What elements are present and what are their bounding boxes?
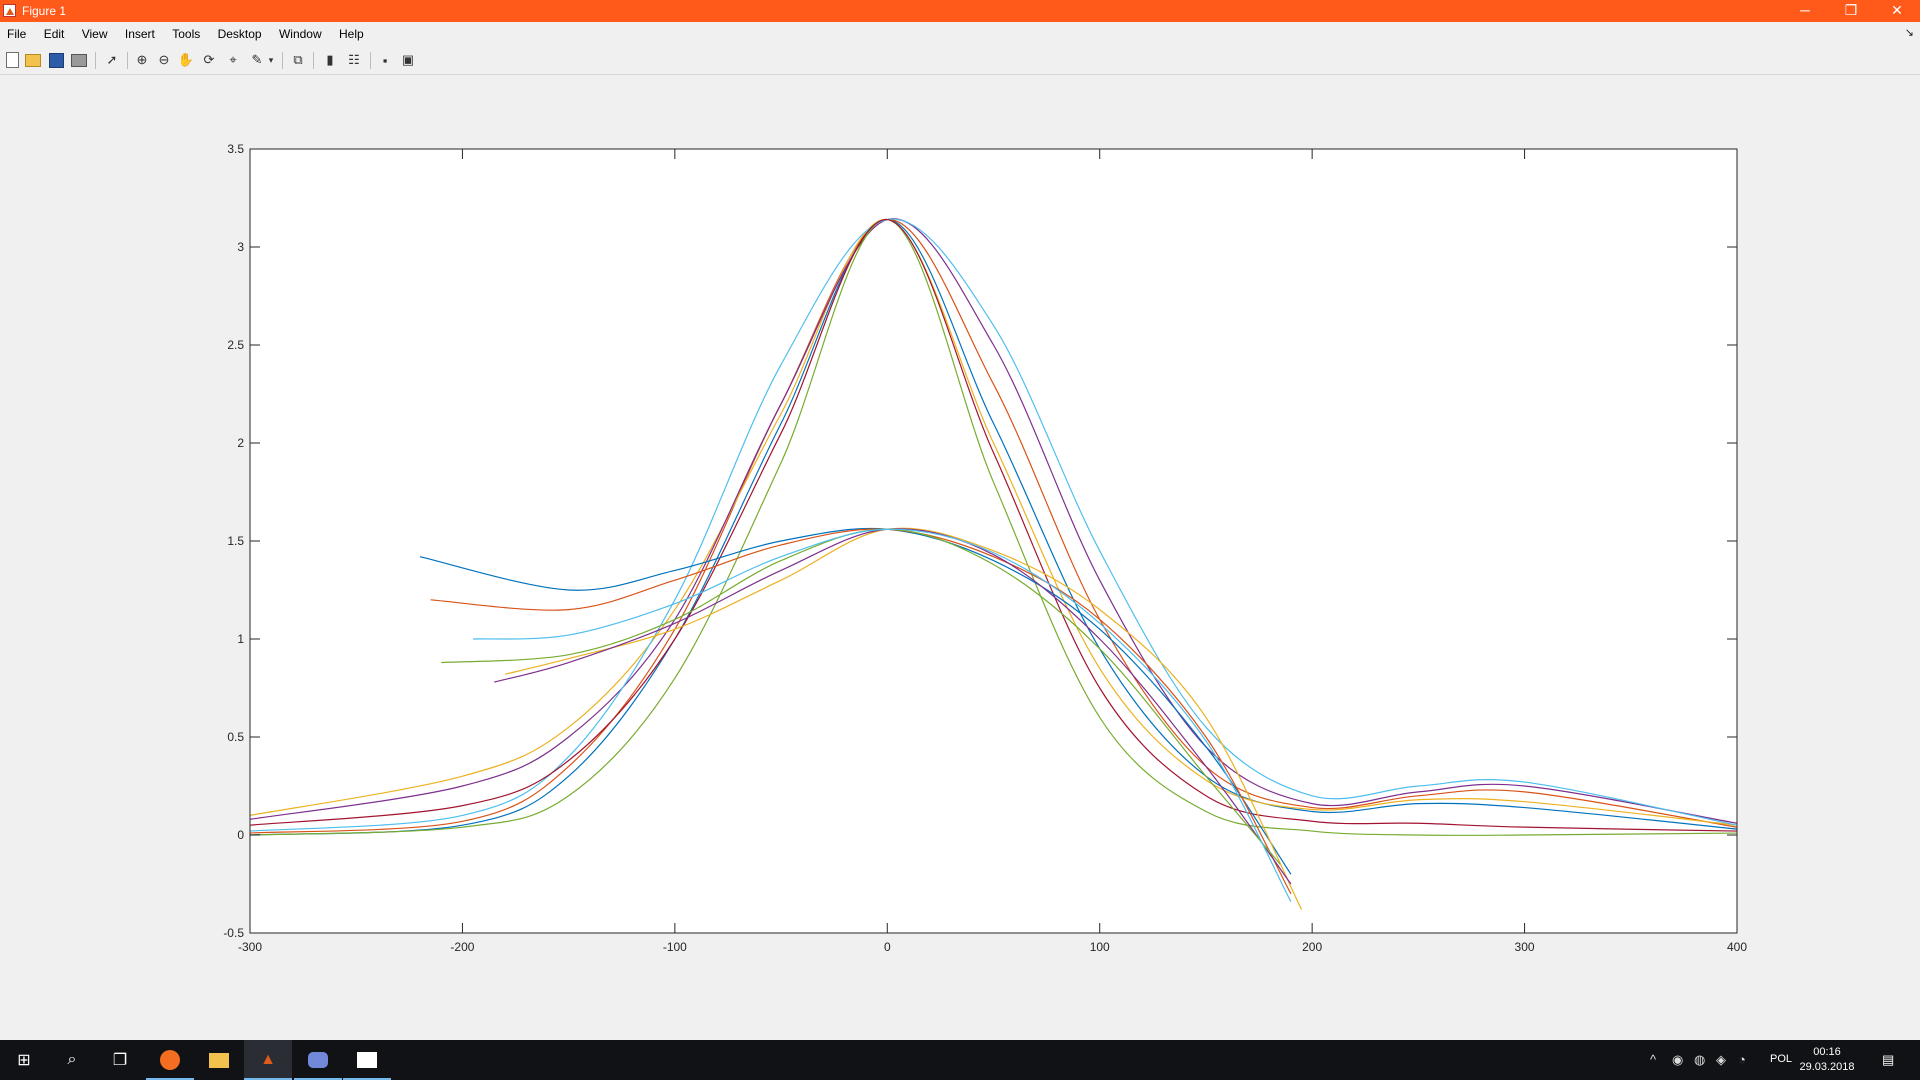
insert-legend-icon[interactable]: ☷ [348,52,360,67]
toolbar-separator [95,52,96,69]
x-tick-label: -300 [238,940,262,954]
y-tick-label: 0 [237,828,244,842]
save-icon[interactable] [47,51,65,69]
menu-desktop[interactable]: Desktop [217,27,262,41]
menu-help[interactable]: Help [338,27,364,41]
zoom-in-icon[interactable]: ⊕ [136,52,148,67]
file-explorer-icon[interactable] [195,1040,243,1080]
series-line-5 [250,218,1737,832]
notifications-icon[interactable]: ▤ [1882,1052,1895,1067]
menu-tools[interactable]: Tools [172,27,201,41]
minimize-button[interactable]: ─ [1800,2,1810,18]
x-tick-label: 200 [1302,940,1322,954]
x-tick-label: 100 [1090,940,1110,954]
brush-icon[interactable]: ✎ [251,52,263,67]
photos-icon[interactable] [343,1040,391,1080]
rotate-3d-icon[interactable]: ⟳ [203,52,215,67]
task-view-icon[interactable]: ❐ [112,1052,128,1069]
dock-figure-icon[interactable]: ↘ [1904,27,1914,39]
series-line-10 [494,528,1292,885]
discord-tray-icon[interactable]: ◉ [1672,1052,1684,1067]
x-tick-label: -100 [663,940,687,954]
menu-insert[interactable]: Insert [124,27,155,41]
clock-time: 00:16 [1813,1046,1841,1058]
y-tick-label: 3 [237,240,244,254]
menu-window[interactable]: Window [278,27,322,41]
menu-view[interactable]: View [81,27,108,41]
y-tick-label: 2 [237,436,244,450]
restore-button[interactable]: ❐ [1844,2,1858,18]
start-icon[interactable]: ⊞ [17,1052,31,1069]
data-cursor-icon[interactable]: ⌖ [229,52,237,67]
window-title: Figure 1 [22,4,67,18]
series-line-12 [473,528,1292,902]
new-figure-icon[interactable] [3,51,21,69]
series-line-9 [504,527,1303,910]
series-line-4 [250,218,1737,836]
zoom-out-icon[interactable]: ⊖ [158,52,170,67]
hide-plot-tools-icon[interactable]: ▪ [382,52,388,68]
edit-plot-arrow-icon[interactable]: ➚ [106,52,118,67]
toolbar-separator [313,52,314,69]
series-line-1 [250,218,1737,834]
open-file-icon[interactable] [24,51,42,69]
pan-hand-icon[interactable]: ✋ [177,52,195,67]
network-icon[interactable]: ◔ [1738,1052,1746,1067]
toolbar-separator [282,52,283,69]
axes-background [250,149,1737,933]
y-tick-label: 1.5 [227,534,244,548]
input-language[interactable]: POL [1770,1053,1793,1065]
menu-file[interactable]: File [7,27,27,41]
series-line-6 [250,218,1737,832]
y-tick-label: 3.5 [227,142,244,156]
x-tick-label: -200 [450,940,474,954]
y-tick-label: 2.5 [227,338,244,352]
toolbar-separator [127,52,128,69]
close-button[interactable]: ✕ [1891,2,1903,18]
link-plot-icon[interactable]: ⧉ [293,52,303,67]
x-tick-label: 400 [1727,940,1747,954]
series-line-3 [250,218,1737,824]
print-icon[interactable] [70,51,88,69]
x-tick-label: 0 [884,940,891,954]
insert-colorbar-icon[interactable]: ▮ [326,52,334,67]
toolbar-separator [370,52,371,69]
dropbox-icon[interactable]: ◈ [1716,1052,1726,1067]
menu-edit[interactable]: Edit [43,27,65,41]
series-line-0 [250,218,1737,836]
figure-toolbar: ➚ ⊕ ⊖ ✋ ⟳ ⌖ ✎ ▾ ⧉ ▮ ☷ ▪ ▣ [0,46,1920,75]
matlab-figure-icon [3,4,16,17]
clock-date: 29.03.2018 [1799,1061,1855,1073]
tray-overflow-icon[interactable]: ^ [1650,1052,1657,1067]
y-tick-label: -0.5 [223,926,244,940]
series-line-2 [250,218,1737,826]
x-tick-label: 300 [1515,940,1535,954]
firefox-icon[interactable] [146,1040,194,1080]
discord-icon[interactable] [294,1040,342,1080]
y-tick-label: 0.5 [227,730,244,744]
windows-taskbar: ⊞ ⌕ ❐ ▲ ^ ◉ ◍ ◈ ◔ POL 00:16 29.03.2018 ▤ [0,1040,1920,1080]
show-plot-tools-icon[interactable]: ▣ [401,52,415,67]
menu-bar: File Edit View Insert Tools Desktop Wind… [0,22,1920,46]
brush-dropdown-icon[interactable]: ▾ [268,54,274,65]
line-plot[interactable]: -300 -200 -100 0 100 200 300 400 -0.5 0 0.5 1 1.5 2 2.… [0,75,1920,1039]
steam-icon[interactable]: ◍ [1694,1052,1706,1067]
y-tick-label: 1 [237,632,244,646]
matlab-icon[interactable]: ▲ [244,1040,292,1080]
window-titlebar: Figure 1 ─ ❐ ✕ [0,0,1920,22]
system-clock[interactable]: 00:16 29.03.2018 [1792,1045,1862,1075]
search-icon[interactable]: ⌕ [67,1051,77,1068]
figure-canvas: -300 -200 -100 0 100 200 300 400 -0.5 0 0.5 1 1.5 2 2.… [0,75,1920,1039]
